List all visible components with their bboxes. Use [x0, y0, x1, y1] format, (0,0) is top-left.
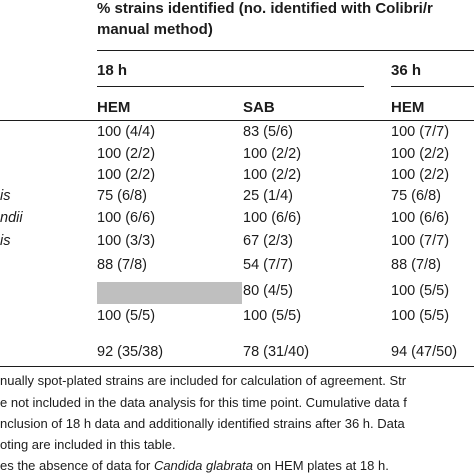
footnote-line-5: es the absence of data for Candida glabr…	[0, 458, 389, 473]
table-header-line2: manual method)	[97, 21, 213, 38]
cell-r6-hem36: 100 (7/7)	[391, 233, 450, 249]
cell-r9-hem36: 100 (5/5)	[391, 308, 450, 324]
cell-total-sab18: 78 (31/40)	[243, 344, 310, 360]
media-hem-36h: HEM	[391, 99, 425, 116]
missing-data-cell	[97, 282, 242, 304]
footnote-line-1: nually spot-plated strains are included …	[0, 373, 407, 388]
cell-r8-hem36: 100 (5/5)	[391, 283, 450, 299]
footnote-species-name: Candida glabrata	[153, 458, 253, 473]
cell-r5-hem18: 100 (6/6)	[97, 210, 156, 226]
row-label-5: ndii	[0, 210, 23, 226]
media-sab-18h: SAB	[243, 99, 275, 116]
footnote-line-5-pre: es the absence of data for	[0, 458, 154, 473]
cell-r2-hem18: 100 (2/2)	[97, 146, 156, 162]
media-hem-18h: HEM	[97, 99, 131, 116]
cell-r3-hem18: 100 (2/2)	[97, 167, 156, 183]
row-label-6: is	[0, 233, 11, 249]
column-header-divider	[0, 120, 474, 121]
time-18h-divider	[97, 86, 364, 87]
cell-r6-sab18: 67 (2/3)	[243, 233, 293, 249]
cell-total-hem36: 94 (47/50)	[391, 344, 458, 360]
cell-r9-hem18: 100 (5/5)	[97, 308, 156, 324]
cell-r4-sab18: 25 (1/4)	[243, 188, 293, 204]
cell-r8-sab18: 80 (4/5)	[243, 283, 293, 299]
cell-r9-sab18: 100 (5/5)	[243, 308, 302, 324]
cell-r1-hem36: 100 (7/7)	[391, 124, 450, 140]
cell-r4-hem18: 75 (6/8)	[97, 188, 147, 204]
table-bottom-divider	[0, 366, 474, 367]
footnote-line-2: e not included in the data analysis for …	[0, 395, 407, 410]
cell-r3-hem36: 100 (2/2)	[391, 167, 450, 183]
time-point-18h: 18 h	[97, 62, 128, 79]
cell-r2-hem36: 100 (2/2)	[391, 146, 450, 162]
cell-r6-hem18: 100 (3/3)	[97, 233, 156, 249]
cell-r7-hem36: 88 (7/8)	[391, 257, 441, 273]
cell-r1-hem18: 100 (4/4)	[97, 124, 156, 140]
footnote-line-4: oting are included in this table.	[0, 437, 176, 452]
time-point-36h: 36 h	[391, 62, 422, 79]
header-divider	[97, 50, 474, 51]
footnote-line-3: nclusion of 18 h data and additionally i…	[0, 416, 405, 431]
cell-r7-hem18: 88 (7/8)	[97, 257, 147, 273]
cell-r1-sab18: 83 (5/6)	[243, 124, 293, 140]
footnote-line-5-post: on HEM plates at 18 h.	[252, 458, 389, 473]
table-header-line1: % strains identified (no. identified wit…	[97, 0, 433, 17]
cell-r5-hem36: 100 (6/6)	[391, 210, 450, 226]
cell-r2-sab18: 100 (2/2)	[243, 146, 302, 162]
cell-r3-sab18: 100 (2/2)	[243, 167, 302, 183]
cell-r5-sab18: 100 (6/6)	[243, 210, 302, 226]
cell-total-hem18: 92 (35/38)	[97, 344, 164, 360]
time-36h-divider	[391, 86, 474, 87]
cell-r4-hem36: 75 (6/8)	[391, 188, 441, 204]
row-label-4: is	[0, 188, 11, 204]
cell-r7-sab18: 54 (7/7)	[243, 257, 293, 273]
